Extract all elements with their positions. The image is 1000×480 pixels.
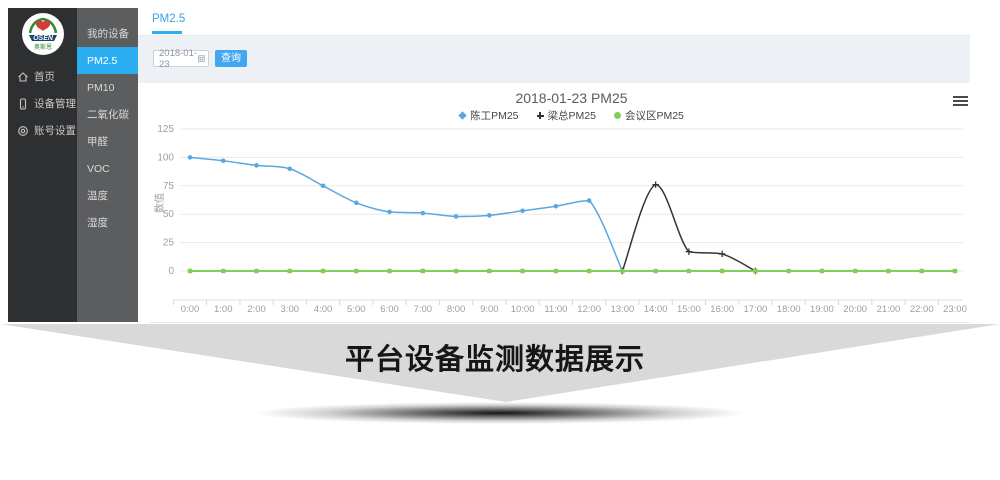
menu-icon[interactable] <box>953 96 968 108</box>
sensor-item-甲醛[interactable]: 甲醛 <box>77 128 138 155</box>
svg-text:2:00: 2:00 <box>247 304 266 315</box>
filter-bar: 2018-01-23 查询 <box>138 36 970 83</box>
svg-text:15:00: 15:00 <box>677 304 701 315</box>
svg-text:50: 50 <box>163 209 175 220</box>
sensor-item-label: PM10 <box>87 81 115 94</box>
sensor-item-PM10[interactable]: PM10 <box>77 74 138 101</box>
svg-text:0: 0 <box>168 266 174 277</box>
date-value: 2018-01-23 <box>159 47 198 70</box>
sidebar-item-label: 首页 <box>34 71 55 83</box>
primary-sidebar: OSEN 奥斯恩 首页设备管理账号设置 <box>8 8 77 322</box>
svg-text:10:00: 10:00 <box>511 304 535 315</box>
svg-text:OSEN: OSEN <box>33 35 54 42</box>
sensor-item-label: 我的设备 <box>87 28 129 40</box>
svg-text:9:00: 9:00 <box>480 304 499 315</box>
legend-item-梁总PM25[interactable]: 梁总PM25 <box>536 108 596 123</box>
sidebar-item-账号设置[interactable]: 账号设置 <box>8 117 77 144</box>
svg-text:12:00: 12:00 <box>577 304 601 315</box>
sensor-item-湿度[interactable]: 湿度 <box>77 209 138 236</box>
sensor-item-label: PM2.5 <box>87 54 118 67</box>
svg-text:25: 25 <box>163 238 175 249</box>
calendar-icon[interactable] <box>197 54 205 63</box>
legend-marker-icon <box>613 112 621 119</box>
chart-panel: 2018-01-23 PM25 陈工PM25 梁总PM25 会议区PM25 0 25 5… <box>150 83 970 323</box>
svg-text:4:00: 4:00 <box>314 304 333 315</box>
svg-text:125: 125 <box>157 124 174 135</box>
svg-text:17:00: 17:00 <box>744 304 768 315</box>
sidebar-item-label: 账号设置 <box>34 125 76 137</box>
svg-text:75: 75 <box>163 181 175 192</box>
tab-label: PM2.5 <box>152 13 186 25</box>
tab-bar: PM2.5 <box>138 8 970 36</box>
svg-text:0:00: 0:00 <box>181 304 200 315</box>
series-梁总PM25 <box>619 181 759 275</box>
svg-text:18:00: 18:00 <box>777 304 801 315</box>
x-axis: 0:00 1:00 2:00 3:00 4:00 5:00 6:00 7:00 8:00 9:00… <box>172 299 967 315</box>
sensor-item-label: 甲醛 <box>87 136 108 148</box>
legend-item-会议区PM25[interactable]: 会议区PM25 <box>613 108 684 123</box>
svg-text:21:00: 21:00 <box>877 304 901 315</box>
sensor-item-温度[interactable]: 温度 <box>77 182 138 209</box>
sensor-item-二氧化碳[interactable]: 二氧化碳 <box>77 101 138 128</box>
secondary-sidebar: 我的设备 PM2.5 PM10 二氧化碳甲醛 VOC 温度湿度 <box>77 8 138 322</box>
svg-text:23:00: 23:00 <box>943 304 967 315</box>
svg-text:19:00: 19:00 <box>810 304 834 315</box>
legend-label: 陈工PM25 <box>470 110 519 122</box>
sensor-item-label: 温度 <box>87 190 108 202</box>
tab-pm25[interactable]: PM2.5 <box>138 8 199 34</box>
svg-text:13:00: 13:00 <box>610 304 634 315</box>
legend-marker-icon <box>536 112 544 119</box>
sensor-item-label: VOC <box>87 162 110 175</box>
y-grid: 0 25 50 75 100 125 <box>157 124 963 277</box>
sensor-item-PM2.5[interactable]: PM2.5 <box>77 47 138 74</box>
svg-text:奥斯恩: 奥斯恩 <box>33 43 51 51</box>
svg-text:8:00: 8:00 <box>447 304 466 315</box>
home-icon <box>18 71 28 82</box>
sensor-item-label: 二氧化碳 <box>87 109 129 121</box>
legend-label: 梁总PM25 <box>547 110 596 122</box>
sensor-item-label: 湿度 <box>87 217 108 229</box>
svg-text:3:00: 3:00 <box>281 304 300 315</box>
sensor-item-我的设备[interactable]: 我的设备 <box>77 20 138 47</box>
line-chart: 0 25 50 75 100 125 数值 0:00 1:00 2:00 3:00 4:00 5:00 6… <box>153 124 967 315</box>
query-button[interactable]: 查询 <box>215 50 247 67</box>
sidebar-item-首页[interactable]: 首页 <box>8 63 77 90</box>
y-axis-name: 数值 <box>153 193 166 213</box>
svg-text:20:00: 20:00 <box>843 304 867 315</box>
account-icon <box>18 125 28 136</box>
svg-text:22:00: 22:00 <box>910 304 934 315</box>
svg-text:16:00: 16:00 <box>710 304 734 315</box>
sidebar-item-label: 设备管理 <box>34 98 76 110</box>
device-icon <box>19 97 27 110</box>
series-会议区PM25 <box>187 268 958 274</box>
svg-text:14:00: 14:00 <box>644 304 668 315</box>
svg-text:11:00: 11:00 <box>544 304 567 315</box>
secondary-nav: 我的设备 PM2.5 PM10 二氧化碳甲醛 VOC 温度湿度 <box>77 20 138 236</box>
svg-text:7:00: 7:00 <box>414 304 433 315</box>
legend-label: 会议区PM25 <box>624 110 684 122</box>
svg-text:5:00: 5:00 <box>347 304 366 315</box>
sensor-item-VOC[interactable]: VOC <box>77 155 138 182</box>
svg-text:100: 100 <box>157 152 174 163</box>
date-input[interactable]: 2018-01-23 <box>153 47 209 70</box>
chart-legend: 陈工PM25 梁总PM25 会议区PM25 <box>180 108 963 123</box>
osen-logo: OSEN 奥斯恩 <box>21 13 64 55</box>
legend-item-陈工PM25[interactable]: 陈工PM25 <box>458 108 519 123</box>
svg-text:1:00: 1:00 <box>214 304 233 315</box>
primary-nav: 首页设备管理账号设置 <box>8 63 77 144</box>
caption: 平台设备监测数据展示 <box>344 344 645 376</box>
sidebar-item-设备管理[interactable]: 设备管理 <box>8 90 77 117</box>
svg-text:6:00: 6:00 <box>380 304 399 315</box>
chart-title: 2018-01-23 PM25 <box>515 90 628 106</box>
banner-shadow <box>210 400 790 426</box>
